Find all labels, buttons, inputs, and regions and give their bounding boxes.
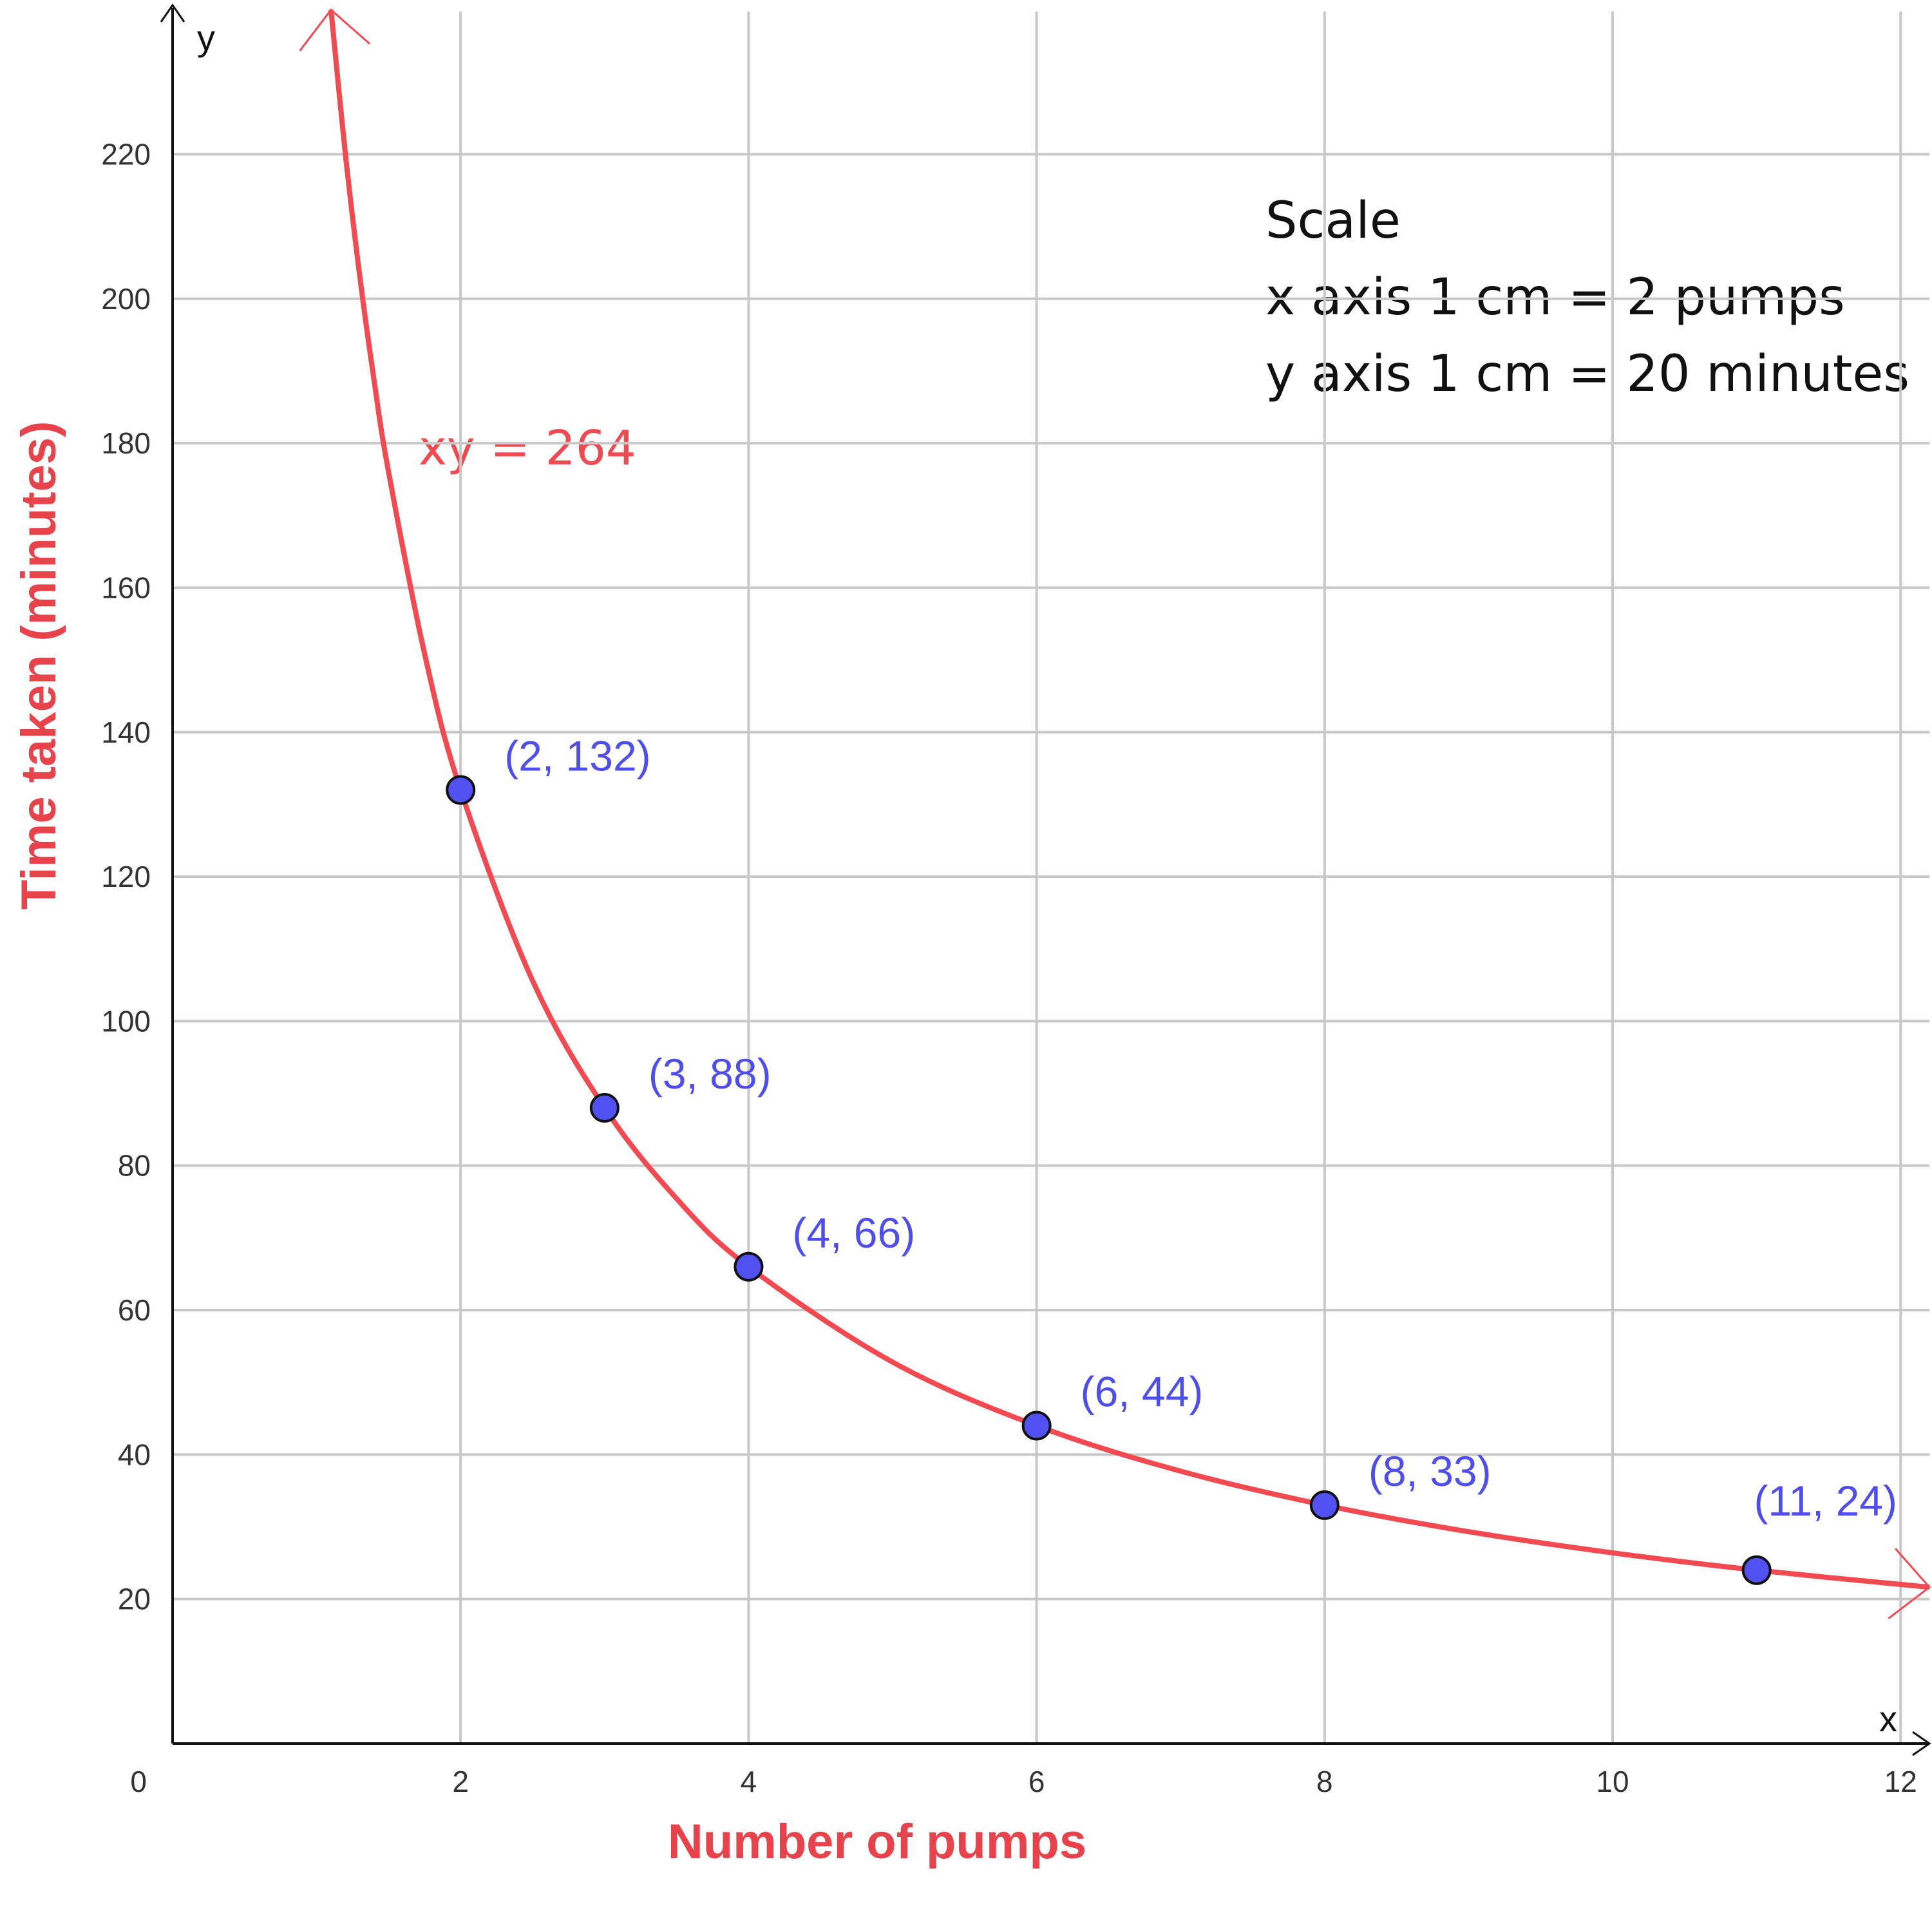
x-tick-label: 2 bbox=[452, 1765, 469, 1798]
x-tick-label: 6 bbox=[1028, 1765, 1045, 1798]
y-tick-label: 200 bbox=[101, 282, 151, 316]
curve-arrow bbox=[1888, 1548, 1931, 1620]
y-tick-label: 120 bbox=[101, 860, 151, 893]
y-axis-symbol: y bbox=[197, 17, 215, 58]
data-point bbox=[589, 1093, 620, 1123]
y-tick-label: 140 bbox=[101, 716, 151, 749]
axis-arrow bbox=[160, 3, 185, 23]
data-point bbox=[1309, 1490, 1340, 1520]
point-label: (11, 24) bbox=[1754, 1477, 1897, 1525]
y-tick-label: 160 bbox=[101, 571, 151, 604]
y-tick-label: 180 bbox=[101, 426, 151, 460]
curve bbox=[328, 9, 1930, 1590]
x-tick-label: 12 bbox=[1884, 1765, 1917, 1798]
scale-note: Scale bbox=[1265, 192, 1401, 250]
y-tick-label: 40 bbox=[118, 1438, 151, 1471]
x-tick-label: 0 bbox=[130, 1765, 147, 1798]
point-label: (3, 88) bbox=[649, 1050, 772, 1098]
data-point bbox=[1021, 1411, 1052, 1441]
point-label: (8, 33) bbox=[1368, 1447, 1492, 1495]
point-label: (4, 66) bbox=[792, 1209, 915, 1257]
curve-label: xy = 264 bbox=[419, 421, 636, 476]
point-label: (2, 132) bbox=[504, 732, 650, 780]
x-axis-symbol: x bbox=[1879, 1698, 1897, 1739]
point-label: (6, 44) bbox=[1081, 1368, 1204, 1416]
data-point bbox=[1741, 1555, 1772, 1585]
data-point bbox=[734, 1251, 764, 1282]
x-tick-label: 8 bbox=[1316, 1765, 1333, 1798]
y-tick-label: 20 bbox=[118, 1583, 151, 1616]
data-point bbox=[446, 775, 476, 805]
scale-note: y axis 1 cm = 20 minutes bbox=[1265, 345, 1909, 403]
x-axis-title: Number of pumps bbox=[668, 1814, 1086, 1869]
axis-arrow bbox=[1912, 1731, 1931, 1756]
y-tick-label: 80 bbox=[118, 1149, 151, 1183]
y-axis-title: Time taken (minutes) bbox=[12, 421, 66, 910]
y-tick-label: 220 bbox=[101, 138, 151, 171]
y-tick-label: 100 bbox=[101, 1004, 151, 1038]
x-tick-label: 4 bbox=[741, 1765, 757, 1798]
curve-arrow bbox=[299, 8, 371, 52]
x-tick-label: 10 bbox=[1596, 1765, 1629, 1798]
y-tick-label: 60 bbox=[118, 1293, 151, 1327]
